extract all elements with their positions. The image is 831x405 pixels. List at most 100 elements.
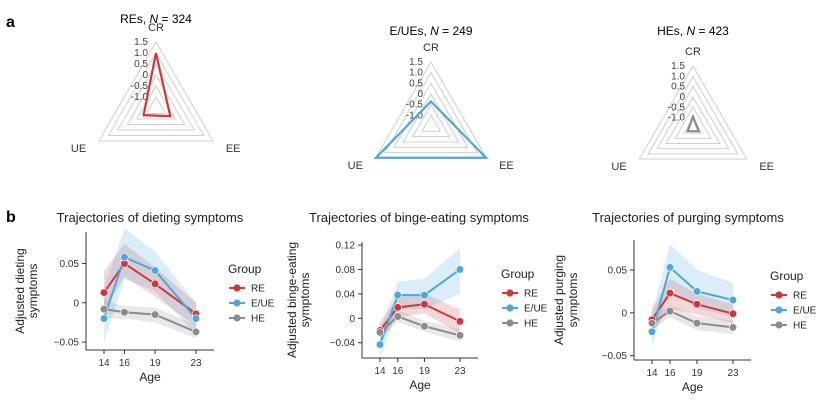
radar-grid-ring (126, 74, 186, 125)
radar-grid-ring (411, 103, 451, 138)
x-axis-label: Age (409, 378, 431, 392)
data-point-he (728, 323, 738, 332)
legend-entry-re: RE (251, 284, 265, 295)
radar-grid-ring (638, 65, 748, 160)
radar-grid-ring (674, 106, 712, 139)
legend-swatch-dot (233, 314, 241, 322)
radar-tick-label: 1.5 (134, 37, 148, 48)
data-point-he (647, 319, 657, 328)
radar-tick-label: 1.5 (409, 57, 423, 68)
radar-grid-ring (665, 96, 721, 144)
x-tick-label: 16 (119, 358, 131, 369)
legend-entry-he: HE (524, 319, 538, 330)
radar-tick-label: -1.0 (668, 113, 686, 124)
radar-tick-label: -0.5 (131, 81, 149, 92)
radar-axis-label-cr: CR (148, 22, 164, 34)
x-tick-label: 16 (664, 368, 676, 379)
legend-entry-eue: E/UE (793, 306, 817, 317)
y-axis-label-line2: symptoms (566, 273, 580, 328)
series-line-he (103, 308, 197, 333)
series-line-eue (651, 265, 734, 332)
series-line-eue (103, 255, 197, 320)
data-point-he (393, 312, 402, 321)
radar-axis-label-ee: EE (226, 143, 241, 155)
data-point-re (420, 300, 429, 309)
y-tick-label: 0.12 (336, 241, 356, 252)
data-point-re (692, 300, 702, 309)
legend-title: Group (770, 269, 804, 283)
data-point-he (455, 331, 465, 340)
radar-grid-ring (402, 92, 460, 143)
radar-tick-label: -1.0 (406, 110, 424, 121)
x-tick-label: 23 (454, 366, 466, 377)
legend-entry-re: RE (524, 289, 538, 300)
legend-entry-re: RE (793, 291, 807, 302)
x-tick-label: 19 (150, 358, 162, 369)
radar-chart-1: REs, N = 324 1.51.00.50-0.5-1.0 CR EE UE (71, 12, 241, 155)
legend-swatch-dot (775, 306, 783, 314)
legend-entry-eue: E/UE (251, 299, 275, 310)
x-axis-label: Age (682, 380, 704, 394)
data-point-re (393, 303, 402, 312)
legend-swatch-dot (506, 304, 514, 312)
data-point-he (375, 328, 385, 337)
x-tick-label: 14 (374, 366, 386, 377)
legend-swatch-dot (233, 299, 241, 307)
radar-profile-re (142, 52, 172, 118)
radar-tick-label: 1.0 (134, 48, 148, 59)
y-tick-label: 0.04 (336, 289, 356, 300)
radar-tick-label: 0.5 (134, 59, 148, 70)
radar-chart-3: HEs, N = 423 1.51.00.50-0.5-1.0 CR EE UE (611, 24, 774, 173)
data-point-eue (728, 295, 738, 305)
legend-swatch-dot (233, 284, 241, 292)
radar-grid-ring (393, 82, 469, 148)
legend-swatch-dot (506, 289, 514, 297)
y-tick-label: 0 (349, 314, 355, 325)
radar-grid-ring (656, 85, 730, 150)
data-point-eue (692, 287, 702, 296)
legend: Group RE E/UE HE (770, 269, 817, 332)
y-tick-label: 0.05 (60, 259, 80, 270)
data-point-eue (120, 253, 129, 262)
radar-tick-label: 0.5 (671, 82, 685, 93)
radar-tick-label: -0.5 (406, 100, 424, 111)
y-tick-label: 0 (73, 298, 79, 309)
radar-tick-label: -0.5 (668, 102, 686, 113)
radar-tick-label: -1.0 (131, 92, 149, 103)
y-tick-label: 0 (621, 308, 627, 319)
data-point-he (420, 322, 429, 331)
radar-grid-ring (117, 63, 195, 131)
radar-axis-label-ee: EE (499, 160, 514, 172)
radar-grid-ring (374, 61, 488, 159)
line-chart-title: Trajectories of dieting symptoms (57, 210, 244, 225)
radar-profile-he (686, 113, 701, 133)
y-axis-label-line2: symptoms (298, 273, 312, 328)
series-line-re (651, 291, 734, 321)
radar-grid-ring (145, 95, 167, 114)
radar-tick-label: 0.5 (409, 78, 423, 89)
data-point-re (455, 317, 465, 326)
radar-title: E/UEs, N = 249 (389, 24, 472, 38)
radar-axis-label-cr: CR (685, 46, 701, 58)
data-point-re (728, 309, 738, 318)
x-axis-label: Age (139, 370, 161, 384)
data-point-re (665, 289, 675, 298)
series-line-eue (379, 268, 461, 345)
radar-axis-label-ue: UE (71, 143, 86, 155)
data-point-eue (393, 291, 402, 300)
line-chart-1: Trajectories of dieting symptoms −0.05 0 0.… (13, 210, 275, 384)
data-point-he (151, 310, 160, 319)
radar-grid-ring (107, 51, 205, 136)
radar-tick-label: 0 (417, 89, 423, 100)
x-tick-label: 14 (646, 368, 658, 379)
data-point-eue (455, 265, 465, 274)
line-chart-3: Trajectories of purging symptoms −0.05 0 0.… (552, 210, 817, 394)
legend-swatch-dot (775, 321, 783, 329)
data-point-he (120, 308, 129, 317)
x-tick-label: 23 (727, 368, 739, 379)
legend-swatch-dot (506, 319, 514, 327)
data-point-he (191, 327, 201, 337)
data-point-eue (99, 314, 109, 323)
legend: Group RE E/UE HE (228, 262, 275, 325)
